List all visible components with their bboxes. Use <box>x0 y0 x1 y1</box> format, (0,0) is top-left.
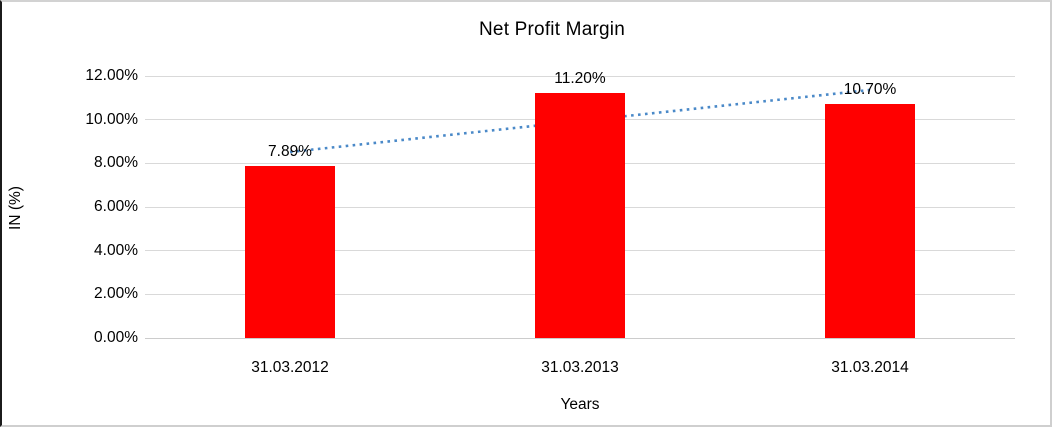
x-axis-line <box>145 337 1015 339</box>
x-category-label: 31.03.2012 <box>251 359 329 376</box>
x-axis-title: Years <box>560 396 600 413</box>
gridline <box>145 75 1015 77</box>
y-tick-label: 0.00% <box>94 329 138 346</box>
bar-value-label: 7.89% <box>268 142 312 160</box>
bar-value-label: 11.20% <box>554 70 606 88</box>
y-tick-label: 12.00% <box>85 67 138 84</box>
x-category-label: 31.03.2013 <box>541 359 619 376</box>
y-tick-label: 10.00% <box>85 110 138 128</box>
bar-31.03.2013 <box>535 93 625 338</box>
bar-value-label: 10.70% <box>843 81 897 99</box>
y-tick-label: 6.00% <box>94 198 138 215</box>
x-category-label: 31.03.2014 <box>831 359 909 376</box>
bar-31.03.2014 <box>825 104 915 338</box>
bar-31.03.2012 <box>245 165 335 338</box>
y-tick-label: 2.00% <box>94 285 138 303</box>
chart-title: Net Profit Margin <box>479 19 625 40</box>
y-tick-label: 8.00% <box>94 154 138 172</box>
y-tick-label: 4.00% <box>94 241 138 259</box>
